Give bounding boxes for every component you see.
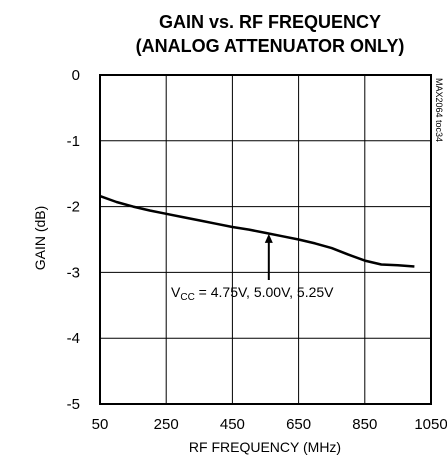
- chart-subtitle: (ANALOG ATTENUATOR ONLY): [136, 36, 405, 56]
- y-tick-label: -4: [67, 330, 80, 347]
- y-tick-label: -5: [67, 396, 80, 413]
- y-tick-label: -2: [67, 199, 80, 216]
- x-tick-label: 650: [286, 416, 311, 433]
- x-tick-label: 50: [92, 416, 109, 433]
- x-tick-label: 1050: [414, 416, 447, 433]
- annotation-label: VCC = 4.75V, 5.00V, 5.25V: [171, 284, 334, 303]
- annotation-arrow: [264, 233, 273, 280]
- grid: [99, 74, 432, 405]
- x-axis-label: RF FREQUENCY (MHz): [189, 439, 341, 455]
- x-tick-label: 850: [352, 416, 377, 433]
- chart-title: GAIN vs. RF FREQUENCY: [159, 12, 381, 32]
- y-tick-labels: 0 -1 -2 -3 -4 -5: [67, 67, 80, 413]
- series-layer: [99, 194, 415, 268]
- y-axis-label: GAIN (dB): [32, 206, 48, 271]
- annotation-v: V: [171, 284, 181, 300]
- annotation-values: = 4.75V, 5.00V, 5.25V: [195, 284, 334, 300]
- annotation-cc: CC: [180, 292, 194, 303]
- series-line: [99, 194, 415, 268]
- x-tick-label: 250: [154, 416, 179, 433]
- arrow-head: [264, 233, 273, 243]
- y-tick-label: -1: [67, 133, 80, 150]
- y-tick-label: 0: [72, 67, 80, 84]
- plot-frame: [99, 74, 432, 405]
- x-tick-labels: 50 250 450 650 850 1050: [92, 416, 447, 433]
- figure-reference: MAX2064 toc34: [434, 78, 444, 142]
- y-tick-label: -3: [67, 264, 80, 281]
- x-tick-label: 450: [220, 416, 245, 433]
